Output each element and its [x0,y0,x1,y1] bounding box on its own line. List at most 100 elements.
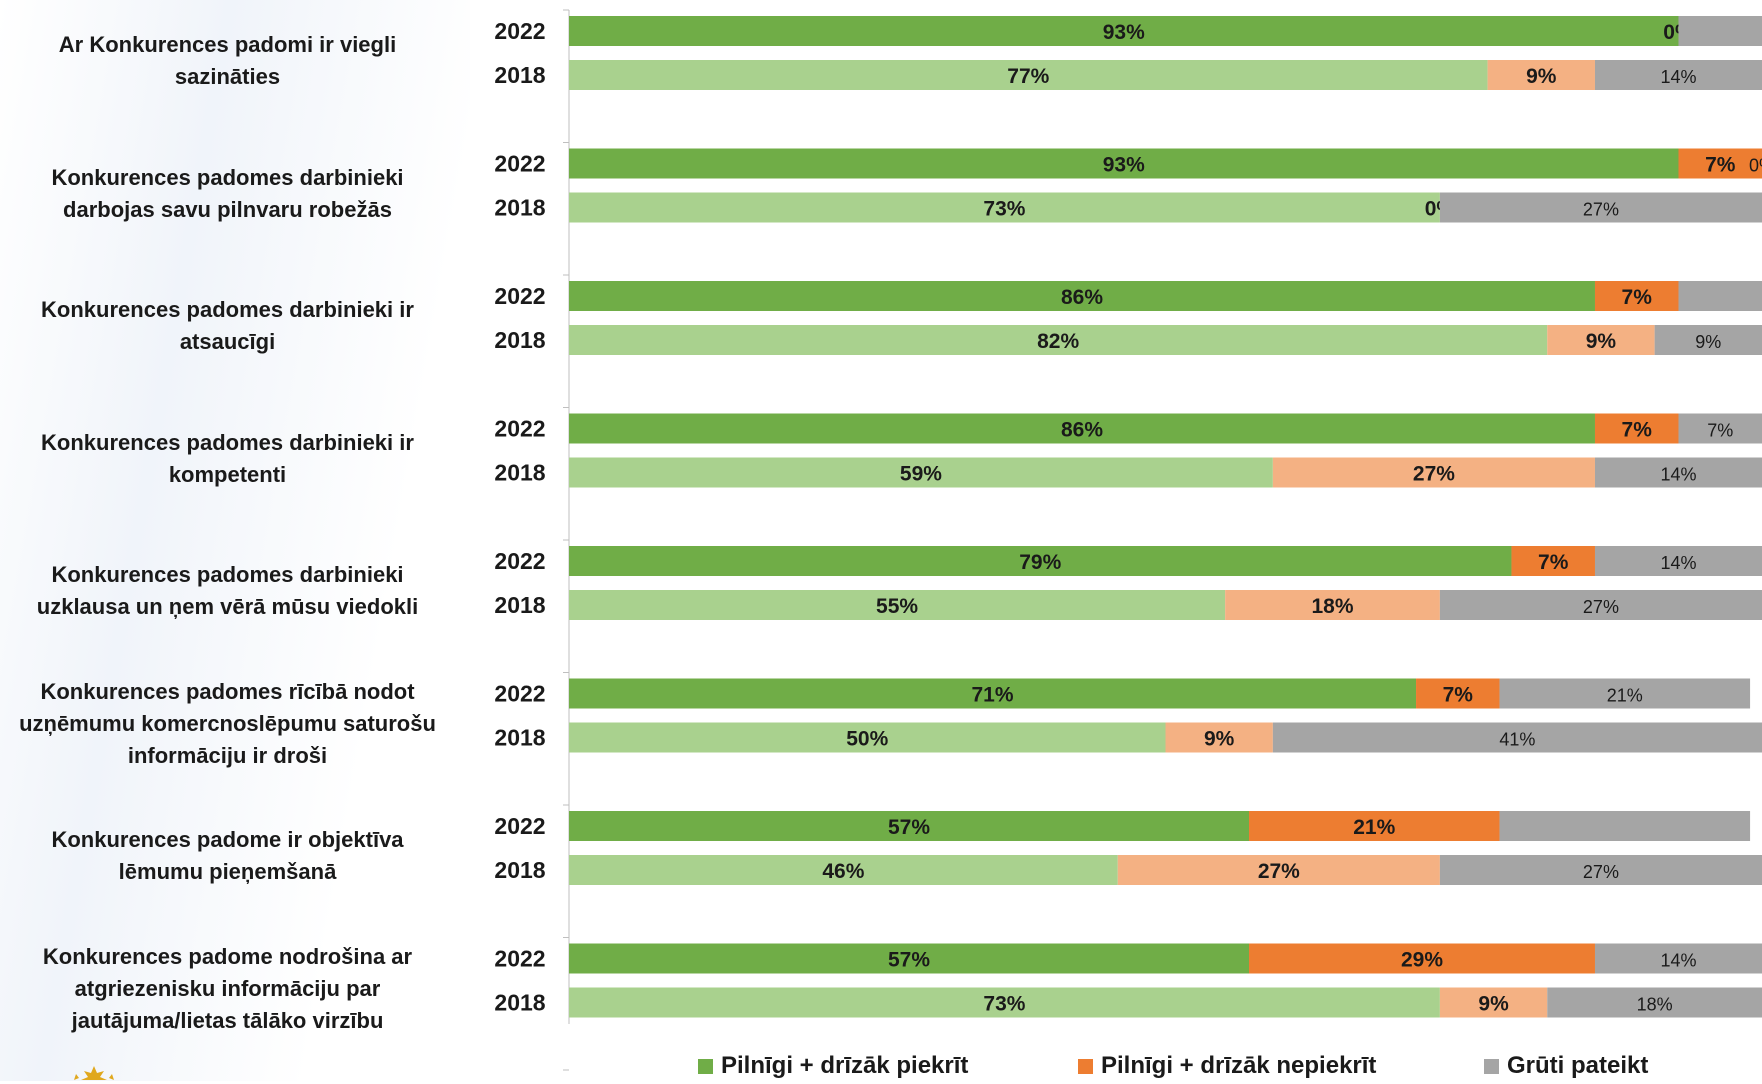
data-label-agree: 86% [1061,419,1103,442]
year-label: 2018 [494,857,545,883]
data-label-hard: 27% [1583,597,1619,617]
bar-segment-hard [1678,16,1762,46]
data-label-disagree: 27% [1413,463,1455,486]
question-label-line: darbojas savu pilnvaru robežās [63,196,392,222]
bar-segment-agree [569,590,1226,620]
question-label-line: jautājuma/lietas tālāko virzību [71,1007,384,1033]
data-label-agree: 57% [888,816,930,839]
data-label-hard: 18% [1637,995,1673,1015]
data-label-agree: 93% [1103,154,1145,177]
year-label: 2022 [494,946,545,972]
data-label-hard: 0% [1749,156,1762,176]
bar-segment-disagree [1249,811,1500,841]
question-label: Konkurences padomes darbinieki ir kompete… [0,427,455,491]
data-label-agree: 55% [876,595,918,618]
bar-segment-disagree [1487,60,1595,90]
bar-segment-agree [569,325,1548,355]
data-label-disagree: 7% [1538,551,1569,574]
bar-segment-disagree [1594,281,1679,311]
bar-segment-disagree [1594,413,1679,444]
bar-segment-disagree [1225,590,1440,620]
bar-segment-agree [569,457,1273,488]
year-label: 2018 [494,990,545,1016]
bar-segment-agree [569,192,1440,223]
bar-segment-disagree [1416,678,1500,709]
legend-swatch-disagree [1078,1058,1093,1074]
data-label-agree: 50% [846,728,888,751]
data-label-hard: 41% [1499,730,1535,750]
question-label-line: sazināties [174,64,281,89]
question-label-line: Konkurences padomes darbinieki [51,562,404,587]
question-label: Konkurences padomes darbinieki ir atsaucī… [0,294,455,358]
question-label-line: Konkurences padomes rīcībā nodot [40,678,415,704]
question-label-line: uzņēmumu komercnoslēpumu saturošu [19,710,436,736]
data-label-disagree: 7% [1622,419,1653,442]
bar-segment-hard [1499,678,1751,709]
background-fade [0,0,470,1081]
legend-label-disagree: Pilnīgi + drīzāk nepiekrīt [1101,1052,1377,1079]
data-label-agree: 73% [983,993,1025,1016]
bar-segment-agree [569,281,1595,311]
data-label-agree: 59% [900,463,942,486]
data-label-disagree: 27% [1258,860,1300,883]
legend-swatch-agree [698,1058,713,1074]
data-label-hard: 27% [1583,862,1619,882]
data-label-agree: 73% [983,198,1025,221]
bar-segment-hard [1678,413,1762,444]
year-label: 2022 [494,548,545,574]
data-label-disagree: 21% [1353,816,1395,839]
question-label: Konkurences padome nodrošina ar atgriezen… [0,941,455,1037]
bar-segment-hard [1594,60,1762,90]
bar-segment-hard [1547,987,1762,1018]
data-label-disagree: 7% [1705,154,1736,177]
data-label-hard: 9% [1695,332,1721,352]
bar-segment-agree [569,60,1488,90]
bar-segment-hard [1272,722,1762,753]
data-label-disagree: 29% [1401,949,1443,972]
bar-segment-disagree [1439,987,1548,1018]
data-label-hard: 14% [1660,67,1696,87]
question-label-line: atsaucīgi [179,329,276,354]
question-label: Konkurences padomes darbinieki darbojas s… [0,162,455,226]
legend-label-agree: Pilnīgi + drīzāk piekrīt [721,1052,969,1079]
bar-segment-agree [569,987,1440,1018]
question-label: Konkurences padomes rīcībā nodot uzņēmumu… [0,676,455,772]
data-label-disagree: 7% [1443,684,1474,707]
question-label-line: lēmumu pieņemšanā [118,859,337,884]
data-label-disagree: 18% [1312,595,1354,618]
year-label: 2022 [494,151,545,177]
bar-segment-hard [1654,325,1762,355]
bar-segment-disagree [1249,943,1595,974]
question-label: Konkurences padome ir objektīva lēmumu pi… [0,824,455,888]
bar-segment-agree [569,943,1250,974]
legend-swatch-hard [1484,1058,1499,1074]
bar-segment-agree [569,722,1166,753]
year-label: 2018 [494,460,545,486]
legend-item-disagree: Pilnīgi + drīzāk nepiekrīt [1078,1052,1376,1080]
year-label: 2018 [494,327,545,353]
question-label-line: Konkurences padomes darbinieki [51,164,404,190]
data-label-agree: 79% [1019,551,1061,574]
year-label: 2018 [494,725,545,751]
data-label-hard: 14% [1660,951,1696,971]
data-label-hard: 14% [1660,553,1696,573]
bar-segment-hard [1439,855,1762,885]
bar-segment-agree [569,148,1679,179]
legend-item-hard: Grūti pateikt [1484,1052,1648,1080]
bar-segment-disagree [1511,546,1595,576]
data-label-hard: 27% [1583,200,1619,220]
year-label: 2022 [494,416,545,442]
emblem-logo [74,1066,114,1080]
question-label: Ar Konkurences padomi ir viegli sazinātie… [0,29,455,93]
bar-segment-disagree [1547,325,1655,355]
bar-segment-agree [569,678,1417,709]
bar-segment-hard [1439,192,1762,223]
data-label-agree: 93% [1103,21,1145,44]
bar-segment-hard [1594,457,1762,488]
bar-segment-agree [569,413,1595,444]
question-label-line: atgriezenisku informāciju par [74,975,381,1001]
chart-legend: Pilnīgi + drīzāk piekrīt Pilnīgi + drīzā… [0,1052,1762,1082]
data-label-agree: 82% [1037,330,1079,353]
bar-segment-disagree [1272,457,1595,488]
